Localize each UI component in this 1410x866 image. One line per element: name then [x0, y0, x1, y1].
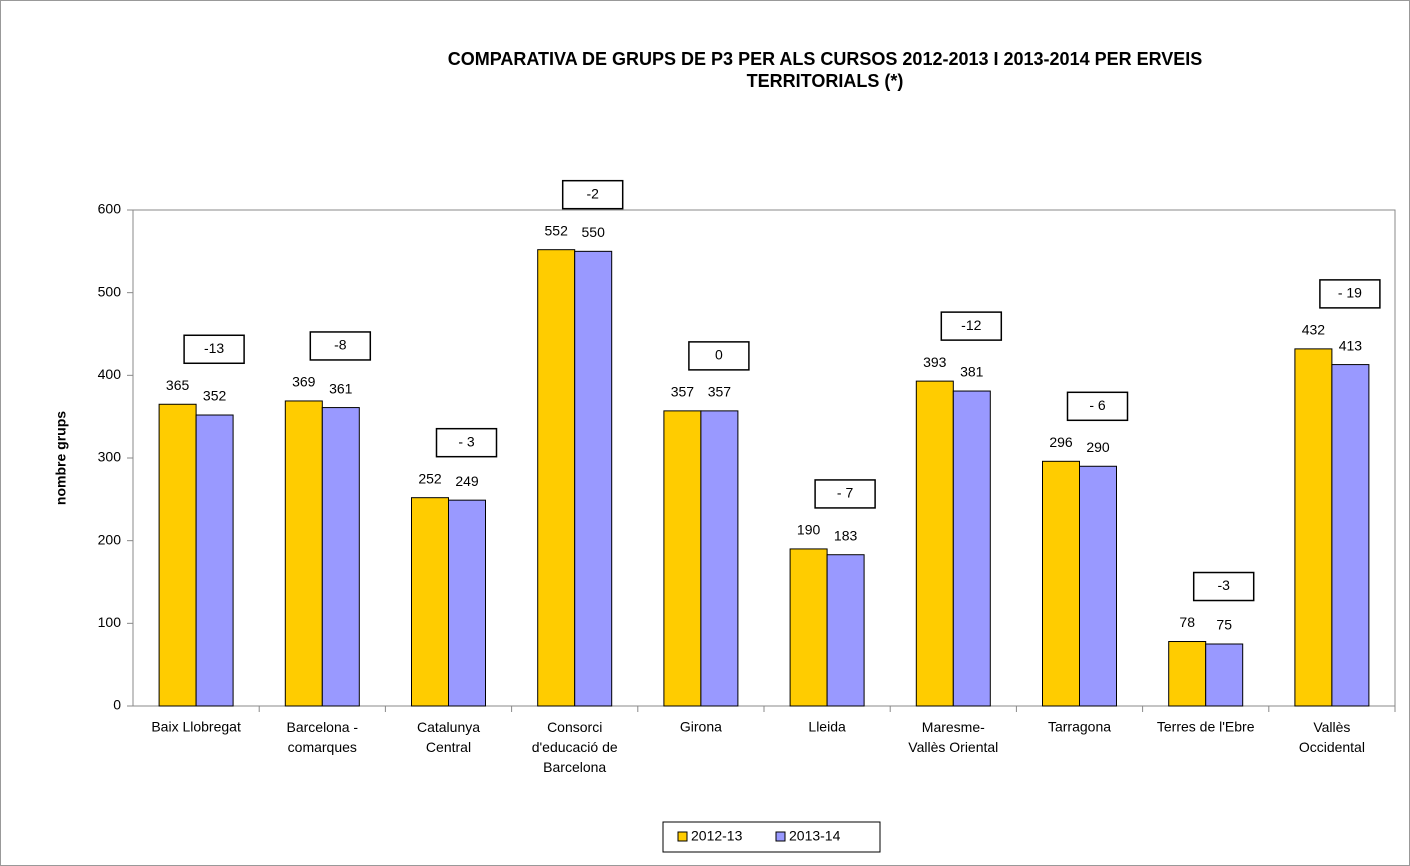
annotation: - 7 [837, 485, 854, 501]
bar [195, 414, 234, 707]
value-label: 361 [329, 380, 353, 396]
value-label: 290 [1086, 439, 1110, 455]
bar [1294, 348, 1333, 707]
legend-box [662, 821, 881, 853]
value-label: 393 [923, 354, 947, 370]
legend-swatch [775, 831, 786, 842]
chart-title: COMPARATIVA DE GRUPS DE P3 PER ALS CURSO… [448, 49, 1203, 91]
annotation-box [561, 179, 624, 210]
annotation-box [1319, 279, 1381, 309]
x-tick-label: Terres de l'Ebre [1157, 719, 1255, 735]
legend-label: 2012-13 [691, 828, 743, 844]
value-label: 190 [797, 522, 821, 538]
value-label: 365 [166, 377, 190, 393]
annotation-box [814, 479, 876, 509]
bar [1042, 460, 1080, 707]
y-tick-label: 300 [98, 449, 122, 465]
value-label: 369 [292, 374, 316, 390]
bar [1205, 643, 1244, 707]
y-tick-label: 0 [113, 697, 121, 713]
annotation: - 6 [1089, 397, 1106, 413]
value-label: 352 [203, 388, 227, 404]
bar [411, 497, 449, 707]
bar [700, 410, 739, 707]
x-tick-label: Barcelona -comarques [287, 719, 359, 755]
legend-label: 2013-14 [789, 828, 841, 844]
annotation-box [1192, 571, 1255, 602]
value-label: 296 [1049, 434, 1073, 450]
value-label: 357 [671, 384, 695, 400]
value-label: 550 [582, 224, 606, 240]
value-label: 432 [1302, 322, 1326, 338]
annotation-box [940, 311, 1003, 341]
y-tick-label: 100 [98, 614, 122, 630]
y-tick-label: 400 [98, 366, 122, 382]
bar [915, 380, 954, 707]
annotation: -13 [204, 340, 224, 356]
x-tick-label: Tarragona [1048, 719, 1111, 735]
value-label: 183 [834, 527, 858, 543]
x-tick-label: Girona [680, 719, 722, 735]
bar [1331, 364, 1370, 707]
bar [448, 499, 486, 707]
annotation: -3 [1217, 577, 1230, 593]
annotation: - 19 [1338, 285, 1362, 301]
value-label: 78 [1179, 614, 1195, 630]
annotation: -8 [334, 337, 347, 353]
legend-swatch [677, 831, 688, 842]
bar [537, 249, 576, 707]
value-label: 357 [708, 384, 732, 400]
bar [158, 403, 197, 707]
y-axis-label: nombre grups [53, 411, 69, 505]
value-label: 381 [960, 364, 984, 380]
x-tick-label: Vallès Occidental [1299, 719, 1365, 755]
bar [1079, 465, 1117, 707]
y-tick-label: 200 [98, 531, 122, 547]
annotation: - 3 [458, 433, 475, 449]
x-tick-label: Consorci d'educació de Barcelona [532, 719, 618, 775]
bar [284, 400, 323, 707]
annotation: -2 [586, 185, 599, 201]
bar [952, 390, 991, 707]
y-tick-label: 600 [98, 201, 122, 217]
annotation-box [1066, 391, 1129, 422]
annotation-box [309, 331, 372, 361]
value-label: 75 [1216, 617, 1232, 633]
annotation: -12 [961, 317, 981, 333]
value-label: 552 [545, 222, 569, 238]
bar [321, 407, 360, 707]
value-label: 252 [418, 470, 442, 486]
annotation-box [435, 427, 498, 458]
annotation: 0 [715, 347, 723, 363]
value-label: 413 [1339, 337, 1363, 353]
x-tick-label: Maresme-Vallès Oriental [908, 719, 998, 755]
y-tick-label: 500 [98, 283, 122, 299]
value-label: 249 [455, 473, 479, 489]
bar [1168, 641, 1207, 707]
x-tick-label: Catalunya Central [417, 719, 480, 755]
annotation-box [183, 334, 245, 365]
bar [663, 410, 702, 707]
x-tick-label: Lleida [808, 719, 846, 735]
bar [574, 250, 613, 707]
bar [789, 548, 828, 707]
annotation-box [688, 341, 750, 371]
bar [826, 554, 865, 707]
x-tick-label: Baix Llobregat [151, 719, 241, 735]
